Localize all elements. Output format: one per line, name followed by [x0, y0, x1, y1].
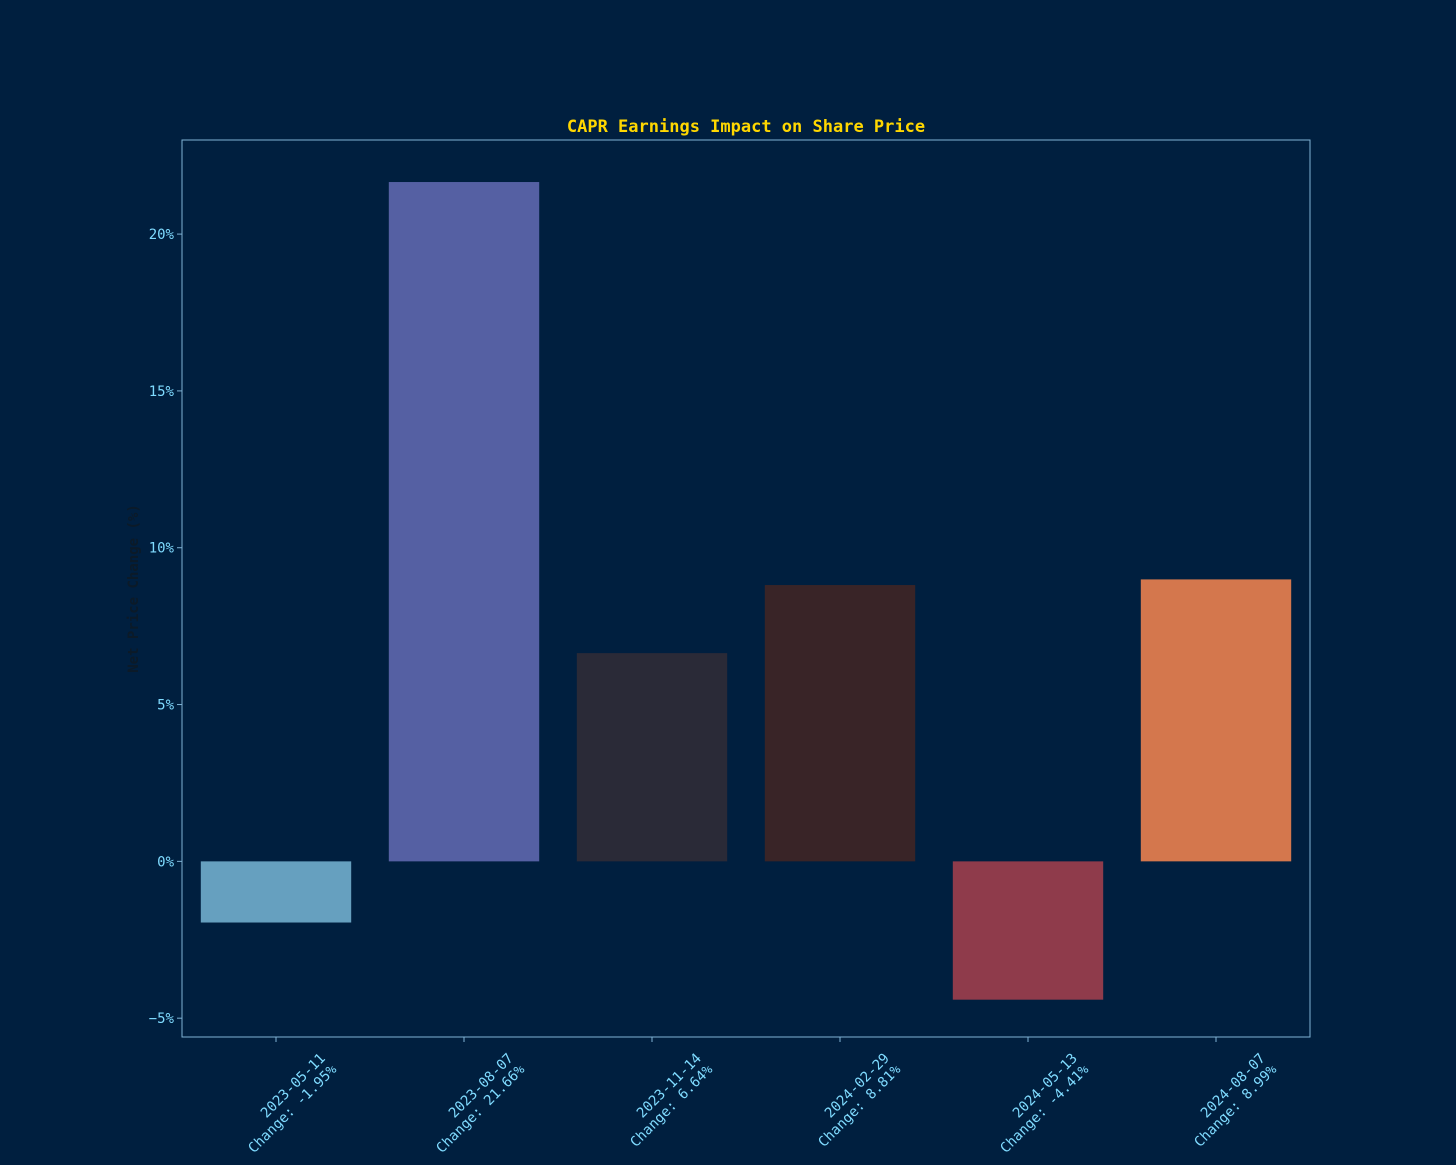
- bar-2023-11-14: [576, 653, 728, 862]
- y-tick-label: 15%: [149, 384, 175, 400]
- y-axis: −5% 0% 5% 10% 15% 20%: [149, 227, 182, 1027]
- y-tick-label: 5%: [157, 698, 174, 714]
- y-tick-label: 20%: [149, 227, 175, 243]
- bar-2024-05-13: [952, 861, 1104, 1000]
- y-tick-label: 0%: [157, 854, 174, 870]
- bar-2024-08-07: [1140, 579, 1292, 862]
- x-axis: 2023-05-11Change: -1.95% 2023-08-07Change…: [234, 1037, 1281, 1157]
- x-tick-label: 2023-05-11Change: -1.95%: [234, 1050, 340, 1156]
- x-tick-label: 2023-11-14Change: 6.64%: [616, 1050, 717, 1151]
- x-tick-label: 2024-08-07Change: 8.99%: [1180, 1050, 1281, 1151]
- bars-group: [200, 182, 1292, 1000]
- bar-2023-05-11: [200, 861, 352, 923]
- chart-title: CAPR Earnings Impact on Share Price: [567, 117, 925, 137]
- x-tick-label: 2024-05-13Change: -4.41%: [986, 1050, 1092, 1156]
- bar-2023-08-07: [388, 182, 540, 862]
- x-tick-label: 2023-08-07Change: 21.66%: [422, 1050, 528, 1156]
- plot-frame: [181, 139, 1311, 1038]
- y-axis-label: Net Price Change (%): [126, 504, 142, 673]
- bar-2024-02-29: [764, 585, 916, 862]
- y-tick-label: 10%: [149, 541, 175, 557]
- x-tick-label: 2024-02-29Change: 8.81%: [804, 1050, 905, 1151]
- y-tick-label: −5%: [149, 1011, 175, 1027]
